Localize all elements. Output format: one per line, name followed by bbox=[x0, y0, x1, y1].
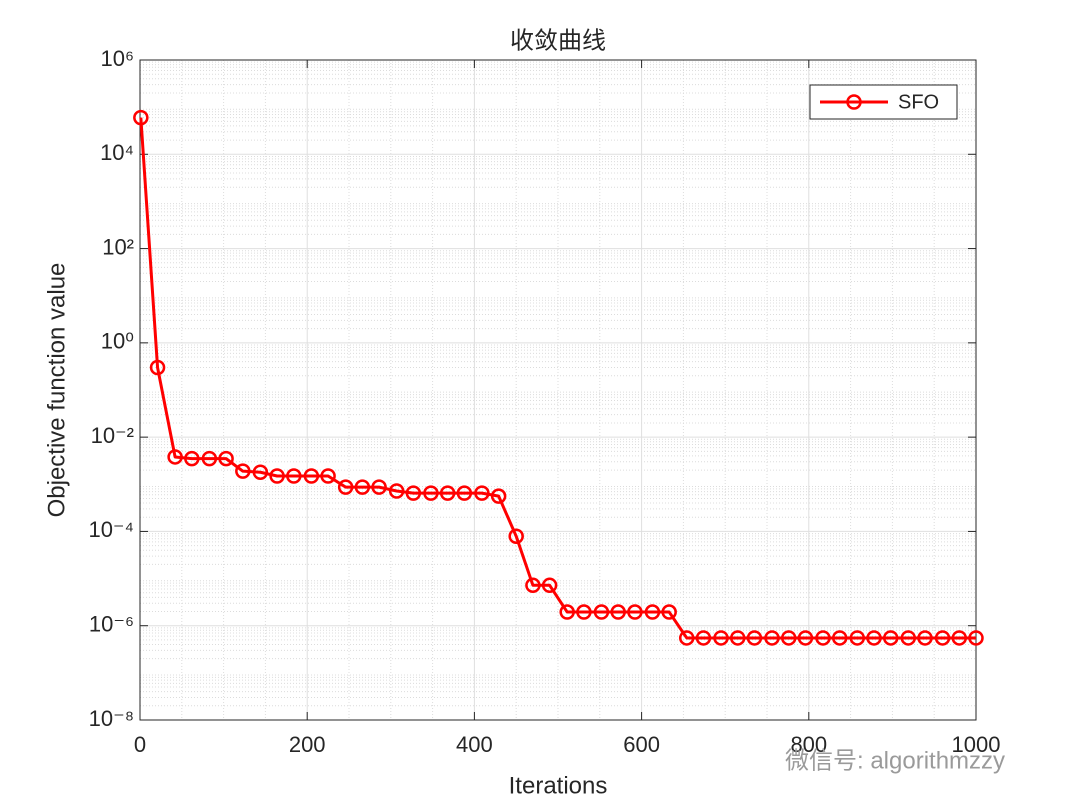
data-point bbox=[831, 630, 848, 646]
data-point bbox=[149, 359, 166, 376]
data-point bbox=[252, 464, 269, 481]
data-point bbox=[746, 630, 763, 646]
x-tick-label: 1000 bbox=[952, 732, 1001, 757]
data-point bbox=[456, 485, 473, 501]
data-point bbox=[661, 604, 677, 620]
data-point bbox=[167, 449, 183, 465]
legend-marker bbox=[846, 94, 862, 110]
data-point bbox=[866, 630, 882, 646]
data-point bbox=[695, 630, 712, 646]
data-point bbox=[286, 468, 302, 484]
data-point bbox=[797, 630, 814, 646]
data-point bbox=[184, 450, 200, 467]
data-point bbox=[849, 630, 866, 646]
data-point bbox=[508, 528, 524, 545]
data-point bbox=[951, 630, 968, 646]
x-tick-label: 600 bbox=[623, 732, 660, 757]
data-point bbox=[235, 463, 251, 479]
x-tick-label: 0 bbox=[134, 732, 146, 757]
y-tick-label: 10⁶ bbox=[100, 46, 134, 71]
data-point bbox=[388, 483, 405, 499]
data-point bbox=[713, 630, 729, 646]
watermark: 微信号: algorithmzzy bbox=[785, 747, 1005, 774]
x-tick-label: 800 bbox=[790, 732, 827, 757]
data-point bbox=[968, 630, 984, 646]
data-point bbox=[764, 630, 780, 646]
data-point bbox=[474, 485, 490, 501]
data-point bbox=[678, 630, 695, 646]
data-point bbox=[610, 604, 626, 620]
legend-label: SFO bbox=[898, 91, 939, 113]
data-point bbox=[525, 577, 541, 594]
data-point bbox=[593, 604, 610, 620]
axes-box bbox=[139, 59, 977, 721]
data-point bbox=[371, 479, 387, 495]
y-tick-label: 10⁻⁸ bbox=[89, 706, 134, 731]
y-tick-label: 10⁰ bbox=[101, 329, 134, 354]
data-point bbox=[269, 468, 285, 484]
x-axis-label: Iterations bbox=[509, 772, 608, 799]
y-axis-label: Objective function value bbox=[43, 263, 70, 518]
data-point bbox=[729, 630, 746, 646]
chart-title: 收敛曲线 bbox=[510, 27, 606, 54]
data-point bbox=[218, 450, 234, 467]
y-tick-label: 10² bbox=[102, 234, 134, 259]
data-point bbox=[405, 485, 422, 501]
data-point bbox=[644, 604, 661, 620]
data-point bbox=[627, 604, 643, 620]
data-point bbox=[576, 604, 592, 620]
data-point bbox=[320, 468, 336, 484]
data-point bbox=[934, 630, 951, 646]
data-point bbox=[815, 630, 831, 646]
data-point bbox=[780, 630, 797, 646]
series-line bbox=[139, 117, 976, 640]
y-tick-label: 10⁻⁴ bbox=[88, 517, 134, 542]
data-point bbox=[559, 604, 575, 620]
y-tick-label: 10⁻² bbox=[91, 423, 134, 448]
data-point bbox=[201, 450, 218, 467]
data-point bbox=[133, 109, 149, 126]
data-point bbox=[882, 630, 899, 646]
data-point bbox=[917, 630, 933, 646]
y-tick-label: 10⁻⁶ bbox=[89, 612, 134, 637]
y-tick-label: 10⁴ bbox=[100, 140, 134, 165]
data-point bbox=[354, 479, 371, 495]
data-point bbox=[490, 488, 507, 504]
data-point bbox=[541, 577, 558, 594]
plot-area: 10⁻⁸ 10⁻⁶ 10⁻⁴ 10⁻² 10⁰ 10² 10⁴ 10⁶ 0 200 400 600 80… bbox=[88, 46, 1000, 757]
legend: SFO bbox=[809, 84, 958, 120]
data-point bbox=[423, 485, 439, 501]
x-tick-label: 400 bbox=[456, 732, 493, 757]
data-point bbox=[900, 630, 917, 646]
x-tick-label: 200 bbox=[289, 732, 326, 757]
data-point bbox=[303, 468, 320, 484]
data-point bbox=[337, 479, 354, 495]
data-point bbox=[439, 485, 456, 501]
